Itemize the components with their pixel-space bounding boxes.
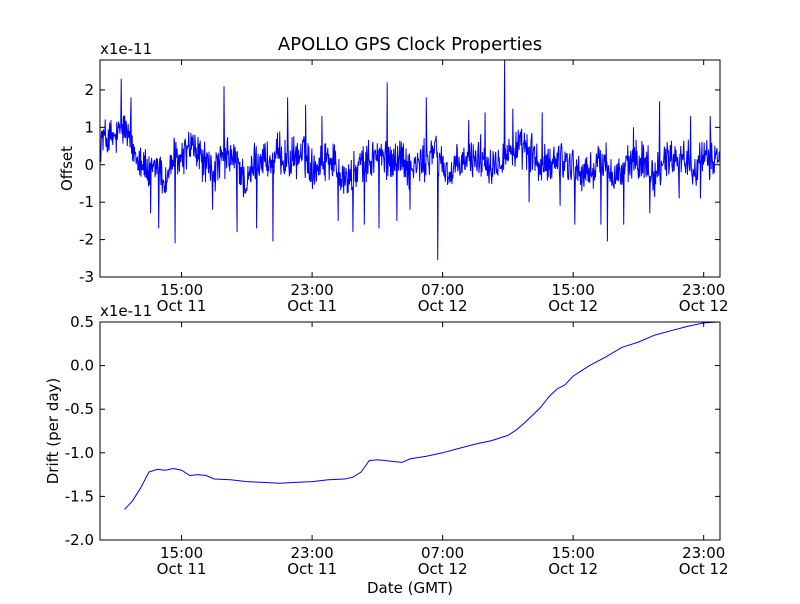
y-scale-label: x1e-11 (100, 40, 152, 58)
y-tick-label: -2.0 (65, 531, 94, 549)
x-tick-time-label: 07:00 (421, 544, 464, 562)
x-tick-time-label: 23:00 (290, 544, 333, 562)
x-tick-time-label: 15:00 (552, 281, 595, 299)
y-axis-label: Drift (per day) (44, 378, 62, 485)
chart-title: APOLLO GPS Clock Properties (278, 34, 542, 55)
x-tick-date-label: Oct 12 (548, 297, 598, 315)
y-tick-label: -1.5 (65, 487, 94, 505)
x-tick-date-label: Oct 11 (157, 560, 207, 578)
x-tick-time-label: 15:00 (160, 281, 203, 299)
x-tick-date-label: Oct 12 (548, 560, 598, 578)
x-tick-time-label: 07:00 (421, 281, 464, 299)
y-tick-label: -3 (79, 268, 94, 286)
x-tick-date-label: Oct 12 (418, 560, 468, 578)
x-tick-time-label: 15:00 (552, 544, 595, 562)
x-axis-label: Date (GMT) (367, 579, 453, 597)
y-axis-label: Offset (58, 146, 76, 191)
plot-frame (99, 321, 721, 541)
y-tick-label: 0.0 (70, 357, 94, 375)
y-tick-label: 0.5 (70, 313, 94, 331)
y-tick-label: 2 (84, 81, 94, 99)
offset-series-line (100, 60, 720, 261)
x-tick-date-label: Oct 11 (287, 560, 337, 578)
y-tick-label: -1.0 (65, 444, 94, 462)
x-tick-date-label: Oct 12 (679, 297, 729, 315)
drift-series-line (124, 322, 719, 510)
x-tick-date-label: Oct 11 (157, 297, 207, 315)
y-tick-label: -1 (79, 193, 94, 211)
plot-frame (99, 59, 721, 278)
y-tick-label: -0.5 (65, 400, 94, 418)
y-scale-label: x1e-11 (100, 302, 152, 320)
y-tick-label: 0 (84, 156, 94, 174)
x-tick-date-label: Oct 12 (418, 297, 468, 315)
x-tick-time-label: 23:00 (682, 544, 725, 562)
x-tick-date-label: Oct 11 (287, 297, 337, 315)
y-tick-label: -2 (79, 231, 94, 249)
x-tick-time-label: 23:00 (682, 281, 725, 299)
x-tick-time-label: 15:00 (160, 544, 203, 562)
y-tick-label: 1 (84, 118, 94, 136)
x-tick-time-label: 23:00 (290, 281, 333, 299)
x-tick-date-label: Oct 12 (679, 560, 729, 578)
